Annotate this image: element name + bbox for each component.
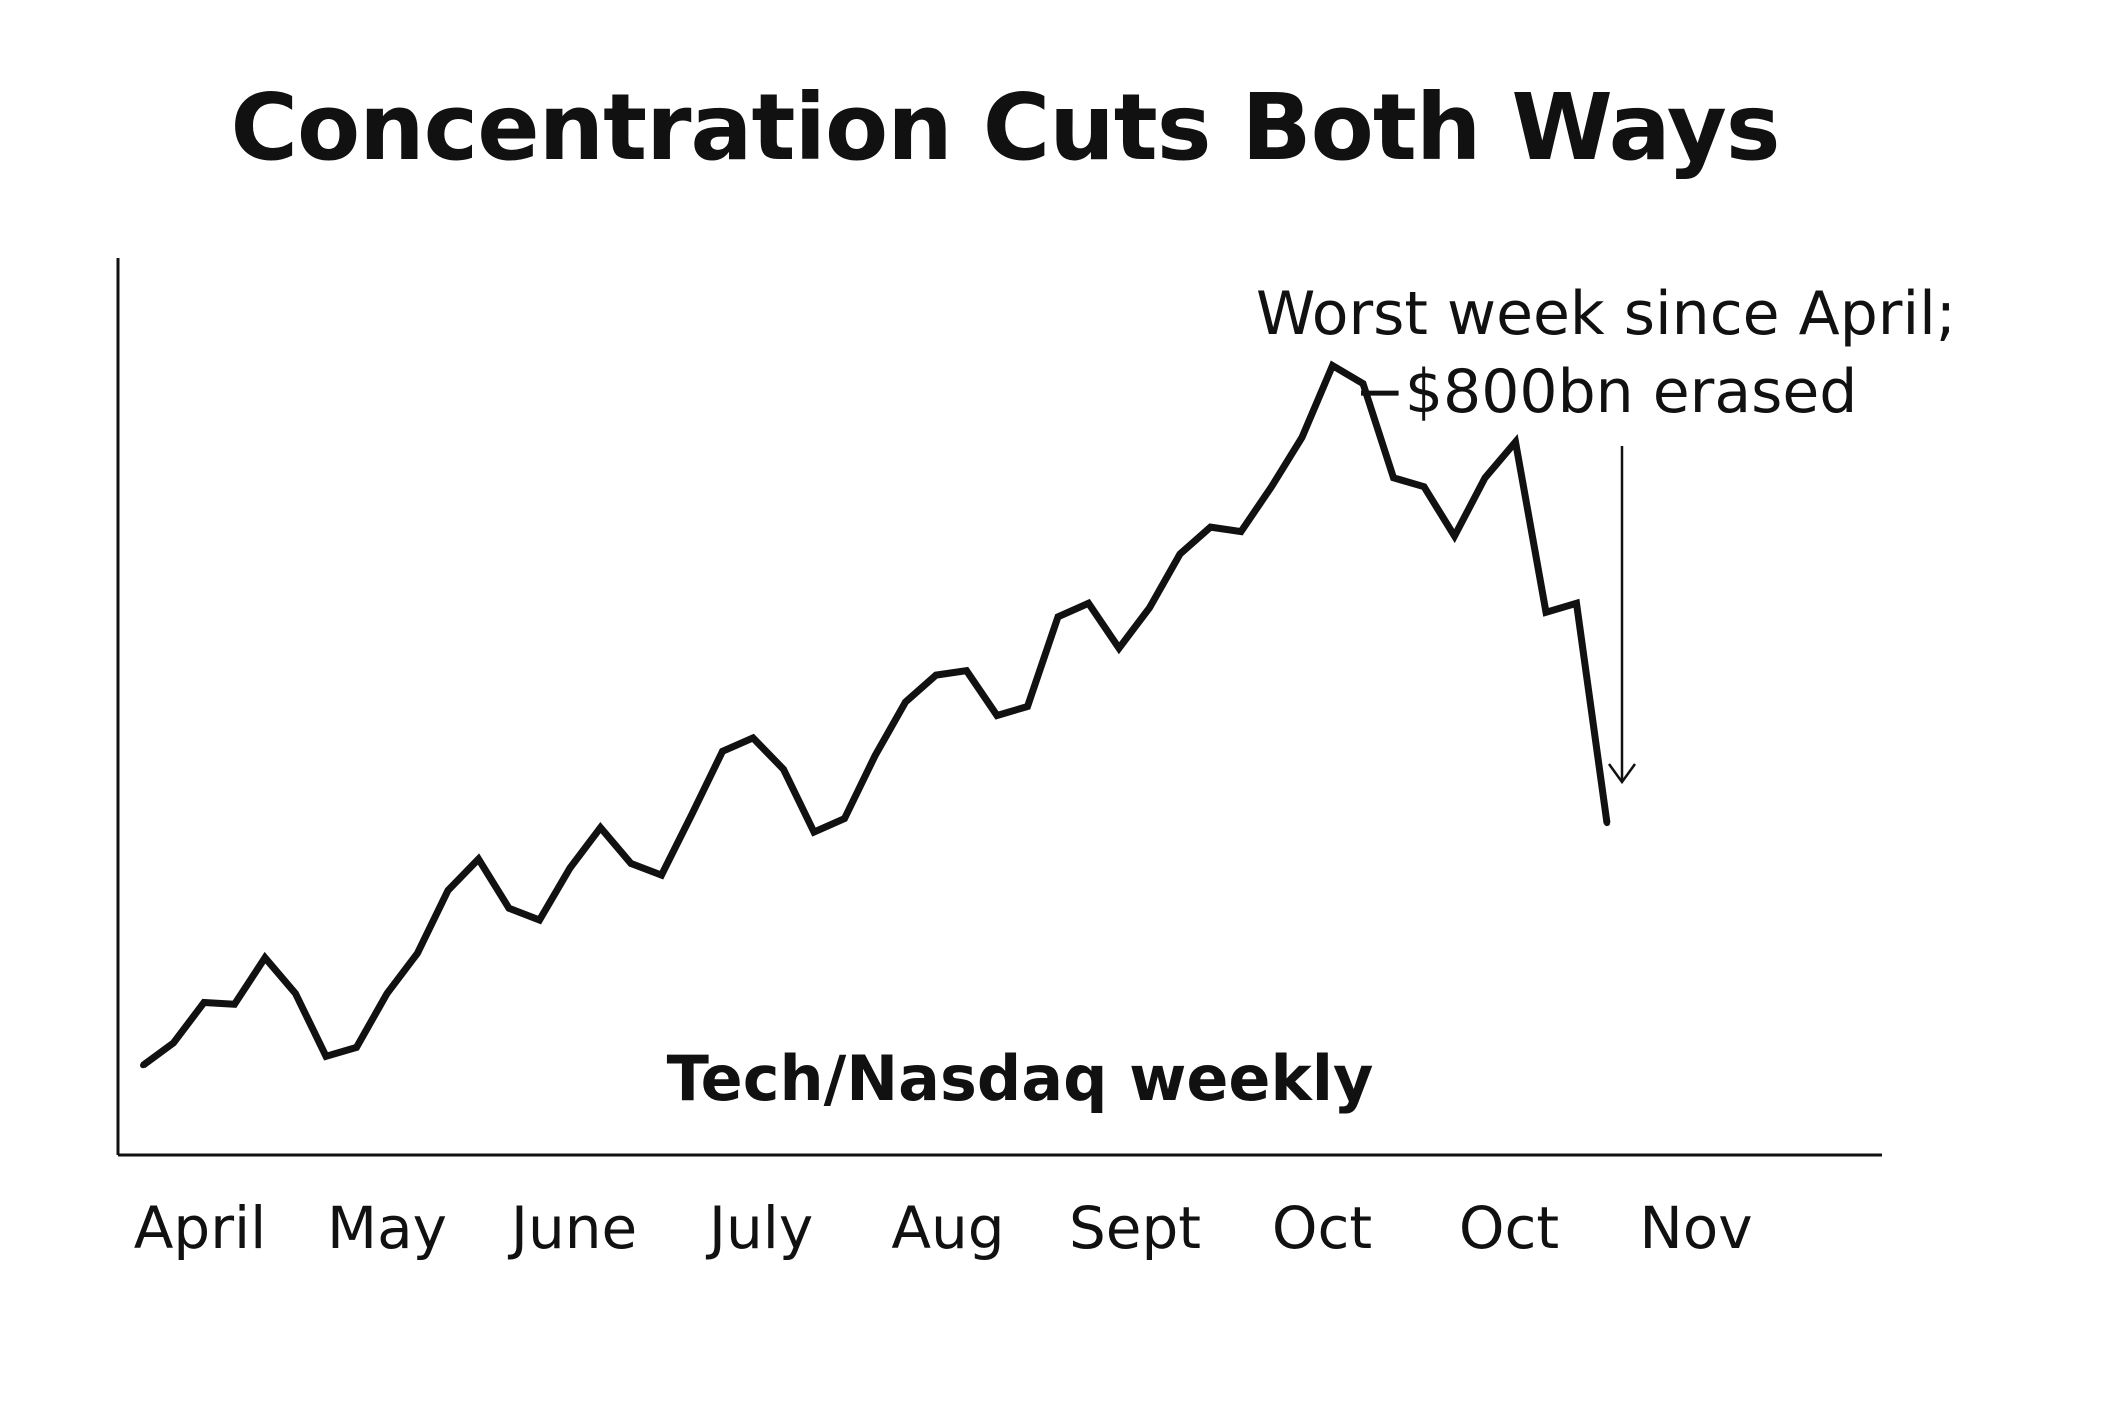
annotation-line-2: −$800bn erased [1355, 357, 1858, 427]
data-point [628, 860, 634, 867]
annotation-line-1: Worst week since April; [1256, 279, 1956, 349]
data-point [780, 766, 787, 773]
data-point [262, 954, 268, 961]
data-point [841, 815, 848, 822]
series-label: Tech/Nasdaq weekly [667, 1042, 1374, 1115]
data-point [1116, 645, 1122, 652]
data-point [353, 1044, 360, 1051]
data-point [1177, 551, 1183, 557]
data-point [1207, 524, 1214, 531]
data-point [1329, 362, 1336, 369]
data-point [170, 1039, 177, 1046]
x-tick-label: June [508, 1194, 637, 1262]
series-line [140, 360, 1611, 1069]
data-point [1055, 613, 1061, 620]
data-point [719, 748, 726, 755]
data-point [384, 990, 390, 997]
data-point [1512, 438, 1519, 445]
data-point [201, 999, 207, 1006]
data-point [475, 856, 482, 862]
axes [116, 258, 1882, 1157]
data-point [445, 887, 451, 894]
data-point [963, 667, 970, 674]
data-point [1268, 483, 1275, 490]
data-point [567, 865, 573, 871]
data-point [1146, 604, 1153, 611]
data-point [323, 1053, 329, 1060]
data-point [1482, 474, 1488, 481]
data-point [1543, 609, 1549, 616]
data-point [506, 905, 512, 912]
data-point [1421, 483, 1427, 490]
data-point [536, 917, 543, 923]
data-point [1299, 434, 1305, 441]
data-point [902, 699, 909, 705]
x-tick-label: Oct [1459, 1194, 1559, 1262]
data-point [994, 712, 1000, 719]
x-tick-label: Oct [1272, 1194, 1372, 1262]
data-point [658, 872, 665, 879]
data-point [750, 734, 756, 741]
x-tick-label: May [327, 1194, 447, 1262]
chart-title: Concentration Cuts Both Ways [230, 74, 1780, 181]
data-point [933, 672, 939, 679]
data-point [872, 752, 878, 759]
data-point [140, 1062, 146, 1069]
data-point [231, 1001, 238, 1008]
data-point [1390, 474, 1397, 481]
data-point [1360, 380, 1366, 387]
x-tick-label: July [706, 1194, 813, 1262]
data-point [1604, 820, 1610, 827]
series-layer [140, 360, 1611, 1069]
annotation-arrow-head [1607, 763, 1637, 785]
x-tick-label: Nov [1639, 1194, 1752, 1262]
x-tick-label: April [134, 1194, 267, 1262]
annotation: Worst week since April; −$800bn erased [1256, 279, 1956, 785]
x-tick-labels: April May June July Aug Sept Oct Oct Nov [134, 1194, 1753, 1262]
data-point [1238, 528, 1244, 535]
data-point [1451, 533, 1458, 540]
data-point [1024, 703, 1031, 710]
data-point [414, 950, 421, 957]
data-point [1085, 600, 1092, 607]
x-tick-label: Sept [1069, 1194, 1201, 1262]
data-point [597, 824, 604, 831]
data-point [689, 811, 695, 818]
data-point [292, 990, 299, 997]
data-point [1573, 600, 1580, 607]
data-point [811, 829, 817, 836]
x-tick-label: Aug [891, 1194, 1004, 1262]
